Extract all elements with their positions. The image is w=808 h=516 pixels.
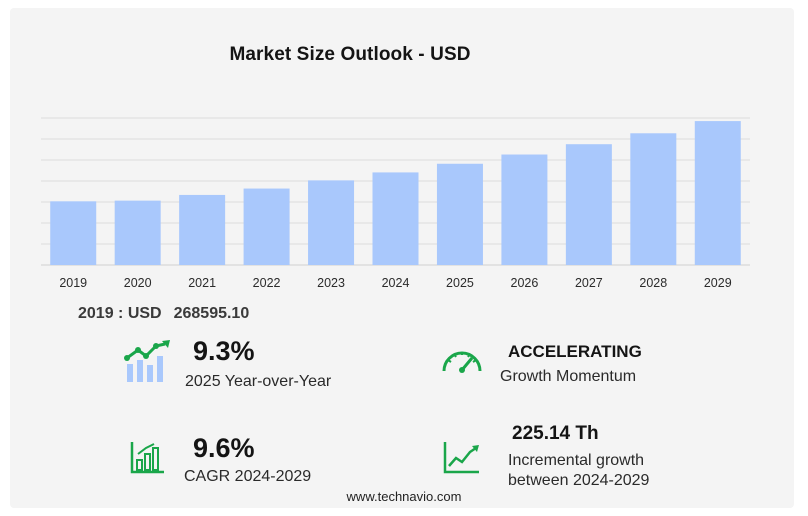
incremental-caption-line1: Incremental growth bbox=[508, 452, 645, 469]
yoy-value: 9.3% bbox=[193, 336, 255, 366]
x-tick-label: 2020 bbox=[124, 276, 152, 290]
speedometer-icon bbox=[442, 351, 482, 373]
trend-line-icon bbox=[443, 442, 479, 474]
bar-2028 bbox=[630, 133, 677, 265]
bar-2019 bbox=[50, 201, 97, 265]
growth-line-chart-icon bbox=[124, 340, 170, 382]
incremental-caption-line2: between 2024-2029 bbox=[508, 472, 650, 489]
x-tick-label: 2023 bbox=[317, 276, 345, 290]
x-tick-label: 2019 bbox=[59, 276, 87, 290]
bar-2025 bbox=[436, 163, 483, 265]
momentum-caption: Growth Momentum bbox=[500, 368, 637, 385]
x-tick-label: 2024 bbox=[382, 276, 410, 290]
cagr-value: 9.6% bbox=[193, 433, 255, 463]
x-tick-label: 2022 bbox=[253, 276, 281, 290]
bar-2026 bbox=[501, 154, 548, 265]
bar-2024 bbox=[372, 172, 419, 265]
source-footer: www.technavio.com bbox=[346, 489, 462, 504]
x-tick-label: 2027 bbox=[575, 276, 603, 290]
x-tick-label: 2029 bbox=[704, 276, 732, 290]
cagr-caption: CAGR 2024-2029 bbox=[184, 468, 312, 485]
bar-2021 bbox=[179, 194, 226, 265]
chart-bars bbox=[50, 121, 741, 265]
chart-title: Market Size Outlook - USD bbox=[229, 44, 471, 65]
momentum-value: ACCELERATING bbox=[508, 342, 642, 361]
base-year-amount: 268595.10 bbox=[173, 305, 250, 322]
yoy-caption: 2025 Year-over-Year bbox=[185, 373, 332, 390]
bar-2022 bbox=[243, 188, 290, 265]
bar-2027 bbox=[565, 144, 612, 265]
bar-chart: 2019 2020 2021 2022 2023 2024 2025 2026 2027 2028… bbox=[41, 117, 750, 290]
bar-2020 bbox=[114, 200, 161, 265]
base-year-value: 2019 : USD 268595.10 bbox=[78, 305, 249, 323]
bar-2029 bbox=[694, 121, 741, 265]
chart-x-ticks: 2019 2020 2021 2022 2023 2024 2025 2026 2027 2028… bbox=[59, 276, 731, 290]
bar-2023 bbox=[308, 180, 355, 265]
incremental-value: 225.14 Th bbox=[512, 423, 599, 444]
x-tick-label: 2021 bbox=[188, 276, 216, 290]
x-tick-label: 2026 bbox=[511, 276, 539, 290]
base-year-label: 2019 : USD bbox=[78, 305, 162, 322]
x-tick-label: 2025 bbox=[446, 276, 474, 290]
bar-chart-icon bbox=[130, 442, 164, 474]
x-tick-label: 2028 bbox=[639, 276, 667, 290]
